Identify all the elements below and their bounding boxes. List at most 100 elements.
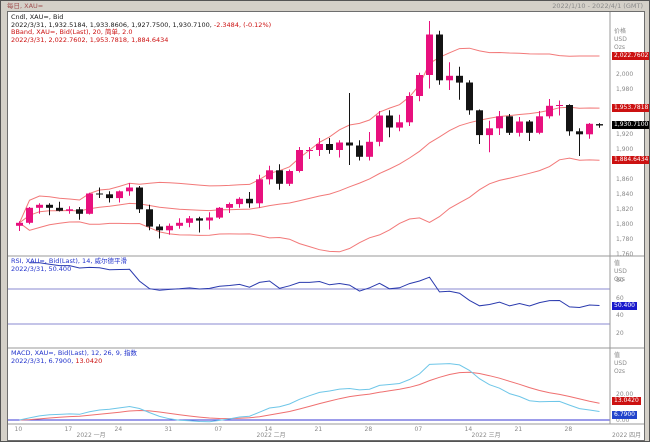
macd-signal-line (19, 371, 600, 421)
price-legend: Cndl, XAU=, Bid 2022/3/31, 1,932.5184, 1… (11, 13, 272, 44)
price-axis-flag: 1,884.6434 (612, 156, 649, 165)
price-axis-flag: 1,930.7100 (612, 121, 649, 130)
candle-up (176, 222, 183, 226)
time-axis-week-tick: 28 (364, 426, 373, 433)
candle-up (66, 209, 73, 211)
candle-down (136, 187, 143, 210)
price-axis-tick: 1,800 (616, 220, 634, 228)
candle-up (266, 170, 273, 180)
candle-down (276, 170, 283, 184)
candle-down (436, 34, 443, 81)
macd-axis-title-line: Ozs (614, 368, 625, 375)
price-axis-title-line: USD (614, 36, 627, 43)
macd-axis-flag: 13.0420 (612, 397, 641, 406)
chart-canvas[interactable] (8, 12, 644, 440)
candle-up (516, 121, 523, 133)
candle-up (36, 204, 43, 208)
candle-up (396, 122, 403, 128)
time-axis-week-tick: 21 (314, 426, 323, 433)
rsi-legend-value: 2022/3/31, 50.400 (11, 264, 72, 273)
candle-down (156, 226, 163, 231)
price-legend-ohlc: 2022/3/31, 1,932.5184, 1,933.8606, 1,927… (11, 20, 212, 29)
price-axis-tick: 1,900 (616, 145, 634, 153)
time-axis-week-tick: 28 (564, 426, 573, 433)
candle-up (546, 105, 553, 117)
candle-down (356, 145, 363, 157)
price-axis-tick: 1,760 (616, 250, 634, 258)
candle-down (346, 142, 353, 146)
rsi-axis-tick: 20 (616, 329, 624, 337)
candle-up (316, 144, 323, 150)
candle-down (46, 204, 53, 208)
time-axis-week-tick: 10 (14, 426, 23, 433)
rsi-axis-title-line: Ozs (614, 276, 625, 283)
rsi-axis-tick: 60 (616, 294, 624, 302)
candle-up (16, 222, 23, 226)
candle-up (416, 75, 423, 96)
candle-up (306, 150, 313, 151)
candle-down (146, 209, 153, 227)
candle-up (446, 75, 453, 81)
rsi-legend-series: RSI, XAU=, Bid(Last), 14, 威尔德平滑 (11, 257, 127, 265)
candle-down (246, 198, 253, 204)
rsi-line (29, 262, 600, 309)
price-axis-flag: 2,022.7602 (612, 52, 649, 61)
rsi-axis-title-line: USD (614, 268, 627, 275)
time-axis-week-tick: 31 (164, 426, 173, 433)
macd-axis-tick: 0.00 (616, 417, 630, 424)
candle-down (566, 105, 573, 132)
candle-up (26, 207, 33, 223)
macd-legend-value: 2022/3/31, 6.7900, (11, 356, 74, 365)
candle-down (56, 207, 63, 211)
price-legend-series: Cndl, XAU=, Bid (11, 13, 64, 21)
candle-up (336, 142, 343, 150)
candle-up (286, 171, 293, 184)
bollinger-lower-line (19, 157, 600, 253)
candle-up (166, 225, 173, 231)
candle-up (536, 116, 543, 133)
macd-axis-title-line: 值 (614, 352, 621, 359)
price-legend-change: -2.3484, (-0.12%) (211, 20, 272, 29)
macd-axis-flag: 6.7900 (612, 411, 637, 420)
candle-down (466, 82, 473, 111)
candle-up (126, 187, 133, 192)
candle-down (106, 194, 113, 199)
candle-up (256, 179, 263, 204)
candle-down (96, 193, 103, 195)
rsi-axis-tick: 40 (616, 312, 624, 320)
rsi-axis-tick: 80 (616, 277, 624, 285)
candle-down (386, 115, 393, 128)
candle-down (596, 124, 603, 126)
time-axis-month-label: 2022 一月 (76, 432, 106, 439)
candle-up (376, 115, 383, 142)
candle-up (496, 116, 503, 129)
chart-client-area[interactable]: Cndl, XAU=, Bid 2022/3/31, 1,932.5184, 1… (7, 11, 649, 441)
time-axis-week-tick: 21 (514, 426, 523, 433)
macd-signal-value: 13.0420 (73, 356, 103, 365)
candle-up (406, 96, 413, 123)
candle-up (206, 217, 213, 221)
rsi-axis-title-line: 值 (614, 260, 621, 267)
price-axis-tick: 1,860 (616, 175, 634, 183)
candle-up (296, 150, 303, 171)
price-axis-title-line: Ozs (614, 44, 625, 51)
candle-down (506, 116, 513, 133)
candle-up (186, 218, 193, 223)
price-axis-tick: 1,820 (616, 205, 634, 213)
price-axis-tick: 2,000 (616, 70, 634, 78)
candle-down (76, 209, 83, 214)
time-axis-week-tick: 24 (114, 426, 123, 433)
time-axis-week-tick: 14 (264, 426, 273, 433)
titlebar-date-range: 2022/1/10 - 2022/4/1 (GMT) (552, 2, 643, 10)
price-axis-tick: 1,780 (616, 235, 634, 243)
candle-up (86, 193, 93, 214)
candle-down (456, 75, 463, 83)
candle-down (476, 110, 483, 136)
candle-up (226, 204, 233, 208)
bollinger-middle-line (19, 106, 600, 224)
price-axis-tick: 1,920 (616, 130, 634, 138)
time-axis-next-month-label: 2022 四月 (612, 432, 642, 439)
time-axis-week-tick: 17 (64, 426, 73, 433)
titlebar-symbol: 每日, XAU= (7, 2, 44, 10)
